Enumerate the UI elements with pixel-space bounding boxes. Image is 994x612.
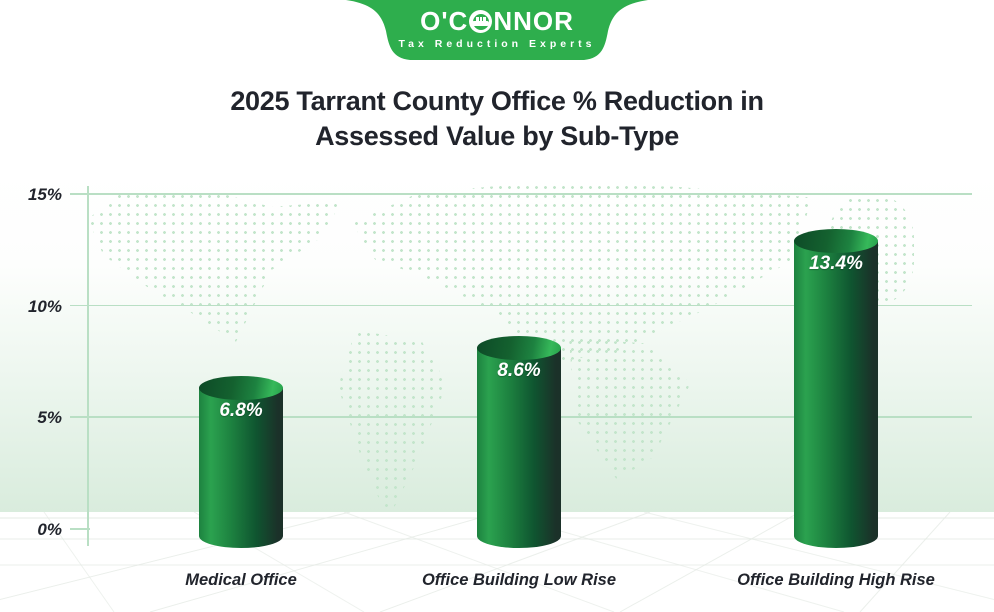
bar-cylinder-top [794,228,878,253]
logo-badge-shape [346,0,648,60]
bar-cylinder-1: 6.8% [199,376,283,548]
brand-name: O'C NNOR [420,6,574,36]
bar-cylinder-3: 13.4% [794,228,878,548]
y-axis-line [87,186,89,546]
brand-tagline: Tax Reduction Experts [398,38,596,50]
gridline-0% [70,528,90,530]
bar-value-label: 8.6% [497,359,541,381]
bar-value-label: 13.4% [809,252,863,274]
bar-cylinder-body [199,388,283,536]
bar-value-label: 6.8% [219,400,263,422]
category-label: Office Building High Rise [737,571,935,589]
y-tick-label: 5% [37,408,62,428]
y-tick-label: 0% [37,520,62,539]
oconnor-o-icon [469,10,493,33]
y-tick-label: 15% [27,185,62,205]
category-label: Office Building Low Rise [421,571,617,589]
chart-title-line2: Assessed Value by Sub-Type [315,121,679,151]
bar-cylinder-top [199,376,283,401]
chart-title-line1: 2025 Tarrant County Office % Reduction i… [230,86,764,116]
gridline-10% [70,304,972,307]
gridline-15% [70,193,972,195]
logo-badge: O'C NNOR Tax Reduction Experts [346,0,648,64]
bar-cylinder-top [477,335,561,360]
bar-cylinder-body [477,347,561,536]
bar-cylinder-body [794,240,878,536]
category-label: Medical Office [185,571,297,589]
y-tick-label: 10% [27,296,62,316]
chart-title: 2025 Tarrant County Office % Reduction i… [0,84,994,154]
bar-cylinder-2: 8.6% [477,335,561,548]
